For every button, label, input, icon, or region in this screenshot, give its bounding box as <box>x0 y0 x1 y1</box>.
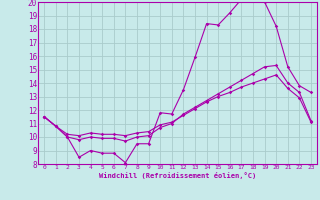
X-axis label: Windchill (Refroidissement éolien,°C): Windchill (Refroidissement éolien,°C) <box>99 172 256 179</box>
